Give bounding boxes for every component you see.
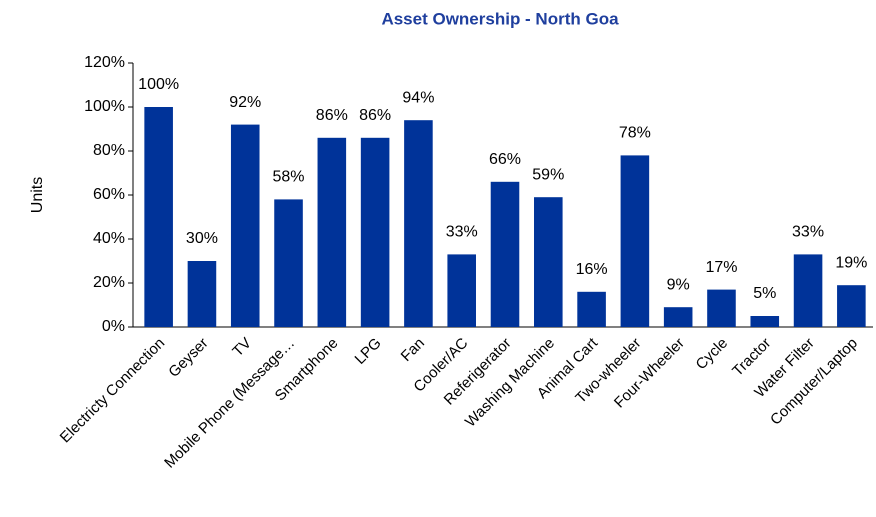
y-tick-label: 0% [102, 318, 125, 335]
bar [447, 254, 476, 327]
bar [620, 155, 650, 327]
bar [230, 124, 260, 327]
value-label: 17% [705, 259, 737, 276]
value-label: 5% [753, 285, 776, 302]
value-label: 92% [229, 94, 261, 111]
bar [837, 285, 866, 327]
bar [187, 261, 217, 327]
x-tick-label: Geyser [165, 335, 211, 381]
value-label: 33% [792, 224, 824, 241]
value-label: 66% [489, 151, 521, 168]
value-label: 86% [316, 107, 348, 124]
bar [577, 291, 606, 327]
value-label: 86% [359, 107, 391, 124]
bar [317, 137, 347, 327]
x-tick-label: TV [229, 335, 255, 361]
x-tick-label: Fan [398, 335, 428, 365]
value-label: 16% [576, 261, 608, 278]
x-tick-label: LPG [352, 335, 385, 368]
bar [750, 316, 780, 327]
x-tick-label: Cycle [693, 335, 732, 374]
y-tick-label: 80% [93, 142, 125, 159]
value-label: 9% [667, 276, 690, 293]
bar [274, 199, 303, 327]
y-axis-label: Units [29, 177, 46, 213]
chart-title: Asset Ownership - North Goa [381, 9, 619, 28]
value-label: 58% [273, 169, 305, 186]
y-tick-label: 20% [93, 274, 125, 291]
value-label: 94% [402, 89, 434, 106]
value-label: 78% [619, 125, 651, 142]
x-tick-label: Electricty Connection [57, 335, 169, 447]
value-label: 100% [138, 76, 179, 93]
value-label: 19% [835, 254, 867, 271]
y-tick-label: 100% [84, 98, 125, 115]
bar [663, 307, 693, 327]
value-label: 30% [186, 230, 218, 247]
bar [404, 120, 433, 327]
bar [490, 181, 520, 327]
bar [534, 197, 563, 327]
bar [144, 107, 173, 327]
bar [707, 289, 736, 327]
value-label: 33% [446, 224, 478, 241]
bar [360, 137, 390, 327]
value-label: 59% [532, 166, 564, 183]
y-tick-label: 120% [84, 54, 125, 71]
bar [793, 254, 823, 327]
y-tick-label: 40% [93, 230, 125, 247]
y-tick-label: 60% [93, 186, 125, 203]
